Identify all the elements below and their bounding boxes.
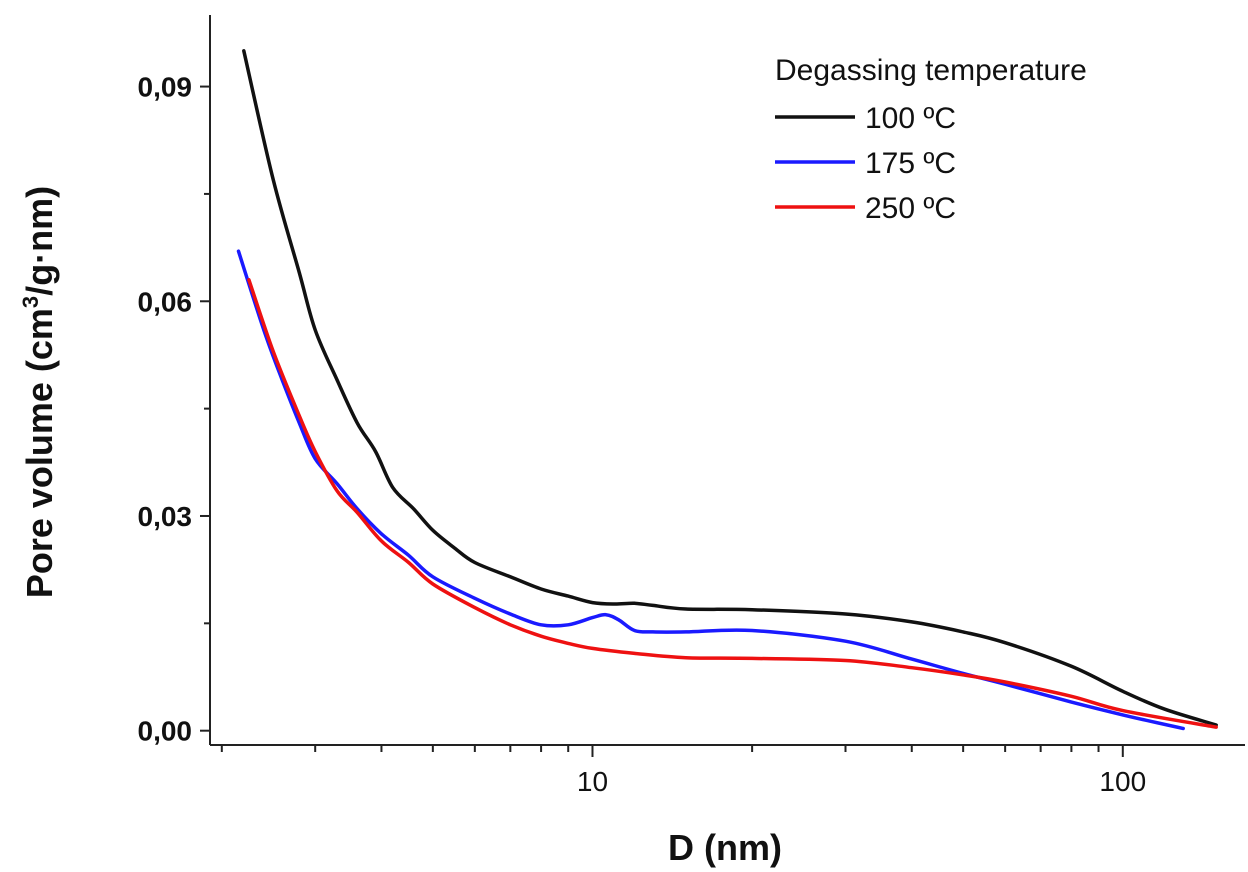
x-tick-label: 10: [577, 766, 608, 797]
legend-items: 100 ºC 175 ºC 250 ºC: [775, 102, 956, 225]
y-axis-title-tail: /g·nm): [19, 186, 60, 296]
series-line-1: [242, 49, 1218, 727]
legend-label: 175 ºC: [865, 147, 956, 180]
legend-label: 250 ºC: [865, 192, 956, 225]
ticks-layer: 0,00 0,03 0,06 0,09 10 100: [138, 72, 1147, 797]
y-axis-title: Pore volume (cm3/g·nm): [18, 186, 60, 598]
legend-label: 100 ºC: [865, 102, 956, 135]
x-tick-label: 100: [1099, 766, 1146, 797]
y-axis-title-main: Pore volume (cm: [19, 308, 60, 598]
legend: Degassing temperature 100 ºC 175 ºC 250 ºC: [775, 54, 1087, 225]
y-tick-label: 0,06: [138, 286, 193, 317]
y-tick-label: 0,00: [138, 716, 193, 747]
series-line-3: [247, 278, 1218, 729]
y-axis-title-superscript: 3: [18, 296, 43, 308]
y-tick-label: 0,09: [138, 72, 193, 103]
x-axis-title: D (nm): [668, 827, 782, 868]
y-tick-label: 0,03: [138, 501, 193, 532]
plot-axes: [209, 15, 1245, 746]
legend-title: Degassing temperature: [775, 54, 1087, 87]
series-layer: [236, 49, 1218, 731]
